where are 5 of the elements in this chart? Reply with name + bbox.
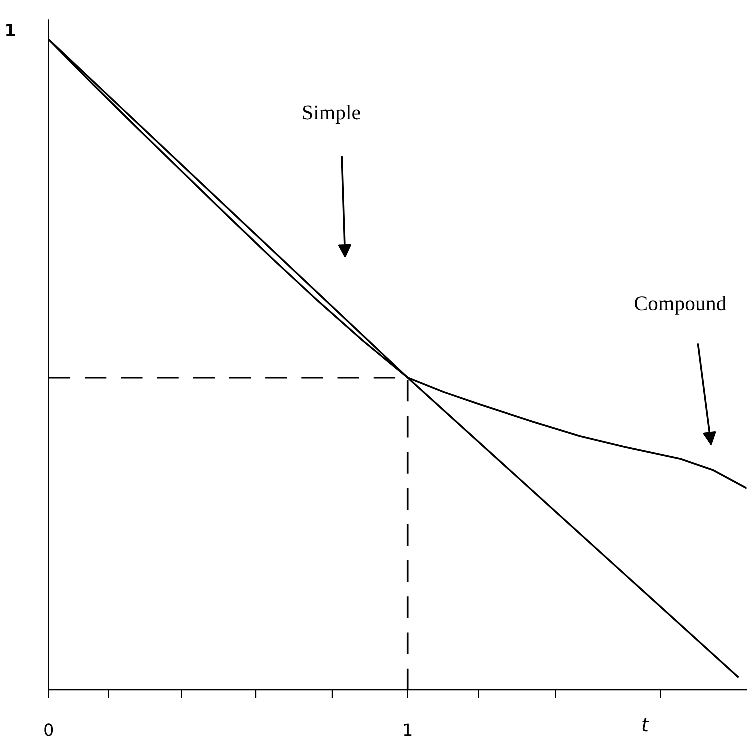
annotation: Compound bbox=[634, 296, 726, 315]
x-tick-label: 0 bbox=[44, 724, 54, 736]
annotation: Simple bbox=[303, 105, 360, 124]
text: 1 bbox=[6, 24, 16, 36]
x-axis-title: t bbox=[642, 718, 650, 732]
